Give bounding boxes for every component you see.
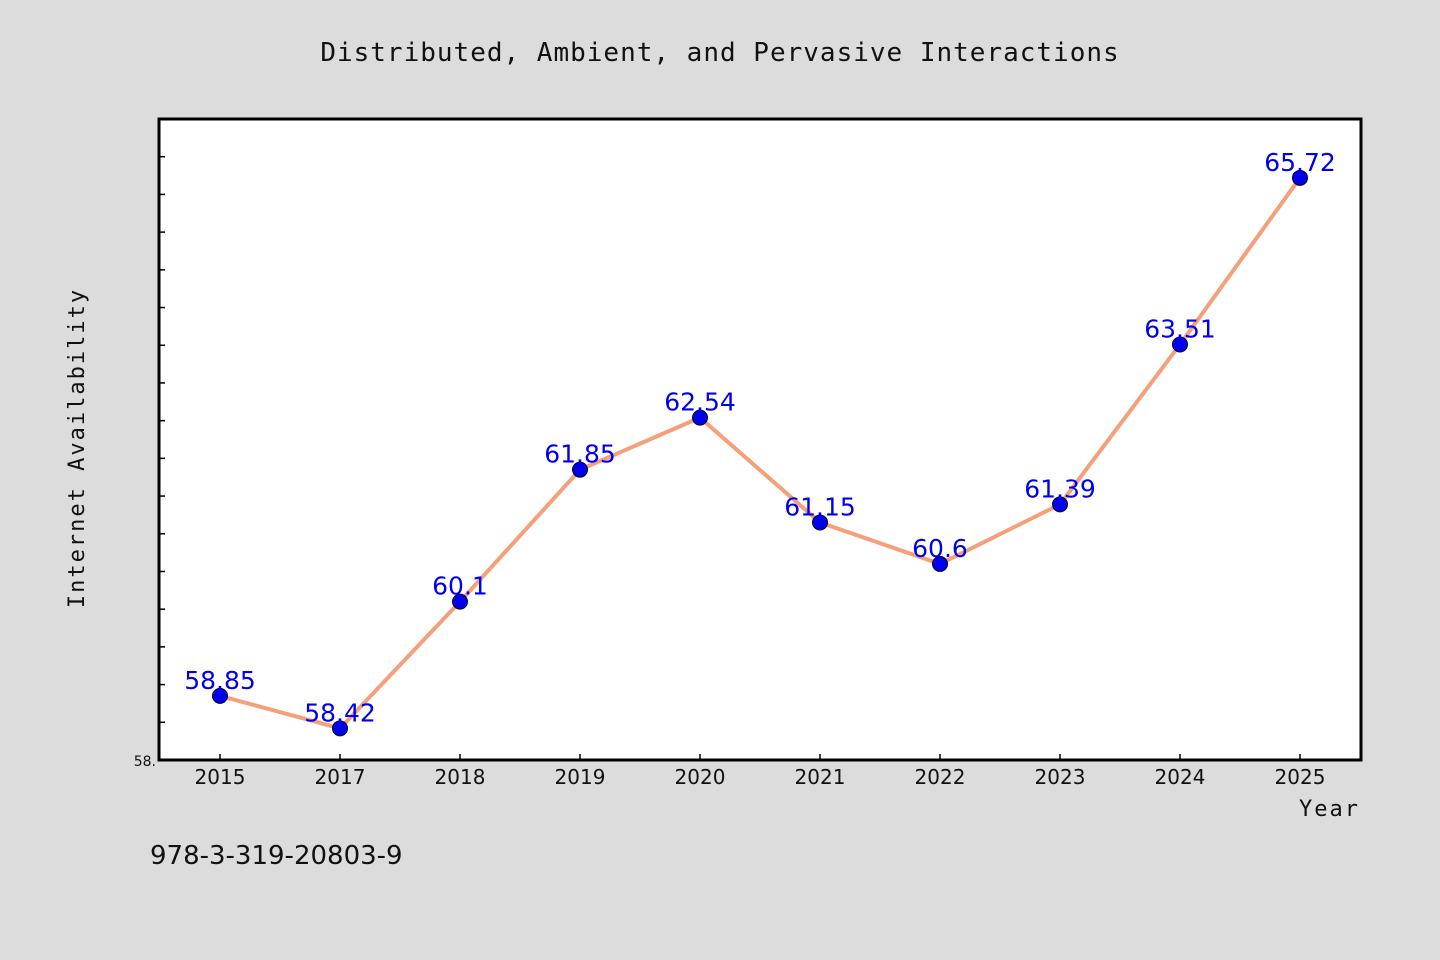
data-point — [1052, 496, 1068, 513]
data-points — [212, 169, 1308, 737]
data-label: 62.54 — [664, 388, 736, 417]
x-tick-label: 2020 — [675, 765, 726, 789]
x-tick-label: 2015 — [195, 765, 246, 789]
x-tick-label: 2024 — [1155, 765, 1206, 789]
footer-isbn: 978-3-319-20803-9 — [150, 841, 403, 871]
x-tick-label: 2017 — [315, 765, 366, 789]
data-point — [572, 461, 588, 478]
y-axis-label: Internet Availability — [65, 288, 90, 608]
plot-area — [157, 117, 1363, 762]
x-axis-ticks — [219, 754, 1301, 760]
data-label: 61.39 — [1024, 474, 1096, 503]
data-label: 58.42 — [304, 698, 376, 727]
x-tick-label: 2018 — [435, 765, 486, 789]
data-label: 63.51 — [1144, 314, 1216, 343]
data-point — [1292, 169, 1308, 186]
y-tick-label: 58. — [134, 754, 156, 770]
data-label: 65.72 — [1264, 148, 1336, 177]
chart-title: Distributed, Ambient, and Pervasive Inte… — [320, 38, 1119, 68]
data-point — [932, 555, 948, 572]
series-line — [219, 176, 1302, 731]
data-point — [452, 593, 468, 610]
data-label: 61.85 — [544, 440, 616, 469]
x-tick-label: 2023 — [1035, 765, 1086, 789]
x-tick-label: 2019 — [555, 765, 606, 789]
data-label: 60.6 — [912, 534, 968, 563]
x-tick-label: 2021 — [795, 765, 846, 789]
series-line-group — [219, 176, 1302, 731]
data-label: 58.85 — [184, 666, 256, 695]
y-axis-ticks — [159, 118, 165, 761]
data-label: 60.1 — [432, 572, 488, 601]
data-point — [332, 720, 348, 737]
data-point — [692, 409, 708, 426]
x-tick-labels: 2015 2017 2018 2019 2020 2021 2022 2023 2024 2025 — [195, 765, 1326, 789]
data-point — [212, 687, 228, 704]
x-tick-label: 2025 — [1275, 765, 1326, 789]
data-label: 61.15 — [784, 492, 856, 521]
data-point — [812, 514, 828, 531]
data-point — [1172, 336, 1188, 353]
x-axis-label: Year — [1299, 797, 1360, 822]
x-tick-label: 2022 — [915, 765, 966, 789]
data-labels: 58.85 58.42 60.1 61.85 62.54 61.15 60.6 61.39 63… — [184, 148, 1336, 728]
